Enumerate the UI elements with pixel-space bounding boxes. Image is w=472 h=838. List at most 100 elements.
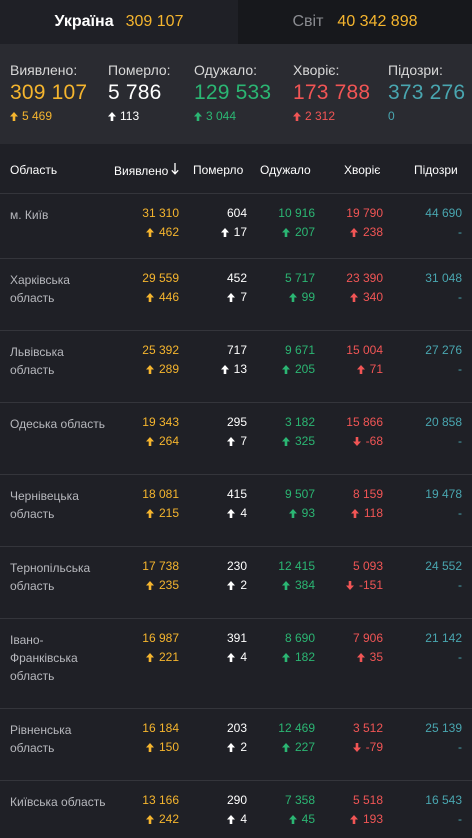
table-row[interactable]: Рівненська область 16 184 150 203 2 12 469 227… [0,709,472,781]
tab-ukraine-value: 309 107 [125,13,184,30]
deaths-value: 391 [226,631,247,645]
summary-suspected: Підозри: 373 276 0 [388,62,465,123]
table-row[interactable]: Одеська область 19 343 264 295 7 3 182 325 15 8… [0,403,472,475]
summary-label: Виявлено: [10,62,78,78]
deaths-value: 717 [226,343,247,357]
arrow-up-icon [108,111,116,121]
detected-delta: 242 [145,812,179,826]
detected-value: 25 392 [142,343,179,357]
arrow-down-icon [352,742,361,752]
summary-label: Одужало: [194,62,258,78]
suspected-delta: - [458,578,462,592]
column-header-deaths[interactable]: Померло [193,163,244,177]
arrow-up-icon [220,227,229,237]
arrow-up-icon [281,436,290,446]
table-row[interactable]: Чернівецька область 18 081 215 415 4 9 507 93 8… [0,475,472,547]
arrow-up-icon [288,814,297,824]
detected-delta-value: 215 [158,506,179,520]
tab-world[interactable]: Світ 40 342 898 [238,0,472,44]
summary-delta: 0 [388,109,465,123]
summary-value: 173 788 [293,81,371,104]
table-row[interactable]: Тернопільська область 17 738 235 230 2 12 415… [0,547,472,619]
arrow-up-icon [220,364,229,374]
summary-delta: 5 469 [10,109,87,123]
sick-delta-value: 238 [362,225,383,239]
table-row[interactable]: м. Київ 31 310 462 604 17 10 916 207 19 790 238 4… [0,194,472,259]
column-header-detected[interactable]: Виявлено [114,163,179,178]
recovered-delta-value: 227 [294,740,315,754]
arrow-up-icon [227,814,236,824]
summary-value: 5 786 [108,81,162,104]
detected-delta: 462 [145,225,179,239]
recovered-value: 12 415 [278,559,315,573]
table-row[interactable]: Івано-Франківська область 16 987 221 391 4 8 … [0,619,472,709]
summary-delta-value: 113 [120,109,140,123]
arrow-up-icon [356,364,365,374]
detected-value: 31 310 [142,206,179,220]
summary-sick: Хворіє: 173 788 2 312 [293,62,370,123]
recovered-value: 8 690 [284,631,315,645]
recovered-delta-value: 99 [301,290,315,304]
arrow-up-icon [227,652,236,662]
recovered-value: 10 916 [278,206,315,220]
suspected-value: 24 552 [425,559,462,573]
table-row[interactable]: Львівська область 25 392 289 717 13 9 671 205 1… [0,331,472,403]
deaths-delta: 4 [227,650,247,664]
arrow-down-icon [352,436,361,446]
summary-delta: 113 [108,109,171,123]
suspected-value: 25 139 [425,721,462,735]
tab-world-label: Світ [292,13,324,30]
deaths-value: 295 [226,415,247,429]
column-header-suspected[interactable]: Підозри [414,163,458,177]
arrow-down-icon [345,580,354,590]
deaths-delta: 2 [227,578,247,592]
arrow-up-icon [145,364,154,374]
region-name: Тернопільська область [10,561,91,593]
deaths-delta-value: 13 [233,362,247,376]
recovered-delta: 99 [288,290,315,304]
recovered-delta-value: 182 [294,650,315,664]
sick-value: 5 518 [352,793,383,807]
suspected-delta: - [458,434,462,448]
suspected-delta: - [458,740,462,754]
summary-deaths: Померло: 5 786 113 [108,62,171,123]
column-header-sick[interactable]: Хворіє [344,163,381,177]
summary-label: Хворіє: [293,62,340,78]
arrow-up-icon [145,508,154,518]
deaths-delta-value: 7 [240,434,247,448]
suspected-value: 19 478 [425,487,462,501]
column-header-recovered[interactable]: Одужало [260,163,311,177]
recovered-value: 12 469 [278,721,315,735]
arrow-up-icon [227,292,236,302]
sick-delta-value: 35 [369,650,383,664]
recovered-value: 3 182 [284,415,315,429]
arrow-up-icon [145,227,154,237]
table-row[interactable]: Харківська область 29 559 446 452 7 5 717 99 23… [0,259,472,331]
deaths-delta-value: 7 [240,290,247,304]
deaths-delta: 2 [227,740,247,754]
deaths-delta-value: 4 [240,812,247,826]
arrow-down-icon [171,163,179,178]
sick-delta: -79 [352,740,383,754]
deaths-delta: 7 [227,434,247,448]
detected-value: 19 343 [142,415,179,429]
deaths-delta-value: 4 [240,506,247,520]
summary-label: Померло: [108,62,171,78]
tab-ukraine[interactable]: Україна 309 107 [0,0,238,44]
column-header-region[interactable]: Область [10,163,58,177]
detected-delta-value: 289 [158,362,179,376]
region-name: м. Київ [10,208,49,222]
suspected-value: 27 276 [425,343,462,357]
recovered-delta: 325 [281,434,315,448]
arrow-up-icon [145,436,154,446]
sick-delta: 35 [356,650,383,664]
deaths-value: 452 [226,271,247,285]
summary-value: 373 276 [388,81,466,104]
arrow-up-icon [227,580,236,590]
detected-delta-value: 150 [158,740,179,754]
detected-delta-value: 235 [158,578,179,592]
recovered-delta-value: 384 [294,578,315,592]
table-row[interactable]: Київська область 13 166 242 290 4 7 358 45 5 51… [0,781,472,838]
detected-value: 29 559 [142,271,179,285]
deaths-delta-value: 4 [240,650,247,664]
